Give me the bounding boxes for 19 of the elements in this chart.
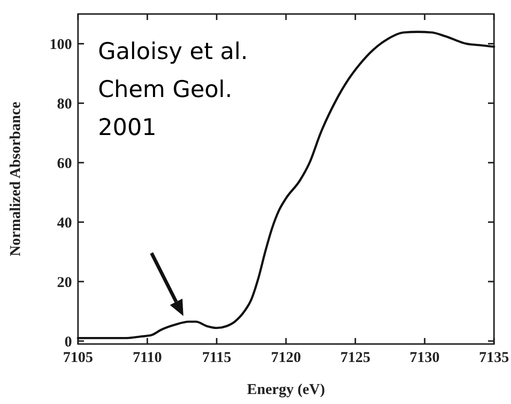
x-tick-label: 7120 (271, 350, 301, 366)
x-tick-label: 7115 (202, 350, 232, 366)
x-tick-label: 7105 (63, 350, 93, 366)
y-tick-label: 100 (50, 36, 72, 53)
y-axis-title: Normalized Absorbance (8, 101, 24, 256)
line-series (76, 30, 496, 340)
annotation: Galoisy et al. (98, 39, 248, 65)
x-tick-label: 7130 (410, 350, 440, 366)
y-tick-label: 0 (64, 334, 72, 350)
x-tick-label: 7110 (132, 350, 162, 366)
annotation: 2001 (98, 115, 157, 141)
y-tick-label: 80 (57, 96, 72, 112)
y-tick-label: 20 (57, 274, 72, 291)
x-axis-title: Energy (eV) (247, 382, 325, 398)
y-tick-label: 40 (57, 215, 72, 232)
annotation: Chem Geol. (98, 77, 232, 103)
x-tick-label: 7135 (479, 350, 509, 366)
x-tick-label: 7125 (340, 350, 370, 366)
y-tick-label: 60 (57, 156, 72, 172)
